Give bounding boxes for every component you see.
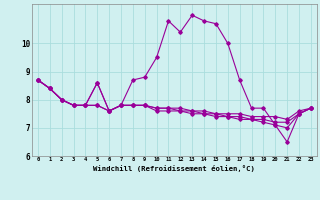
X-axis label: Windchill (Refroidissement éolien,°C): Windchill (Refroidissement éolien,°C): [93, 165, 255, 172]
